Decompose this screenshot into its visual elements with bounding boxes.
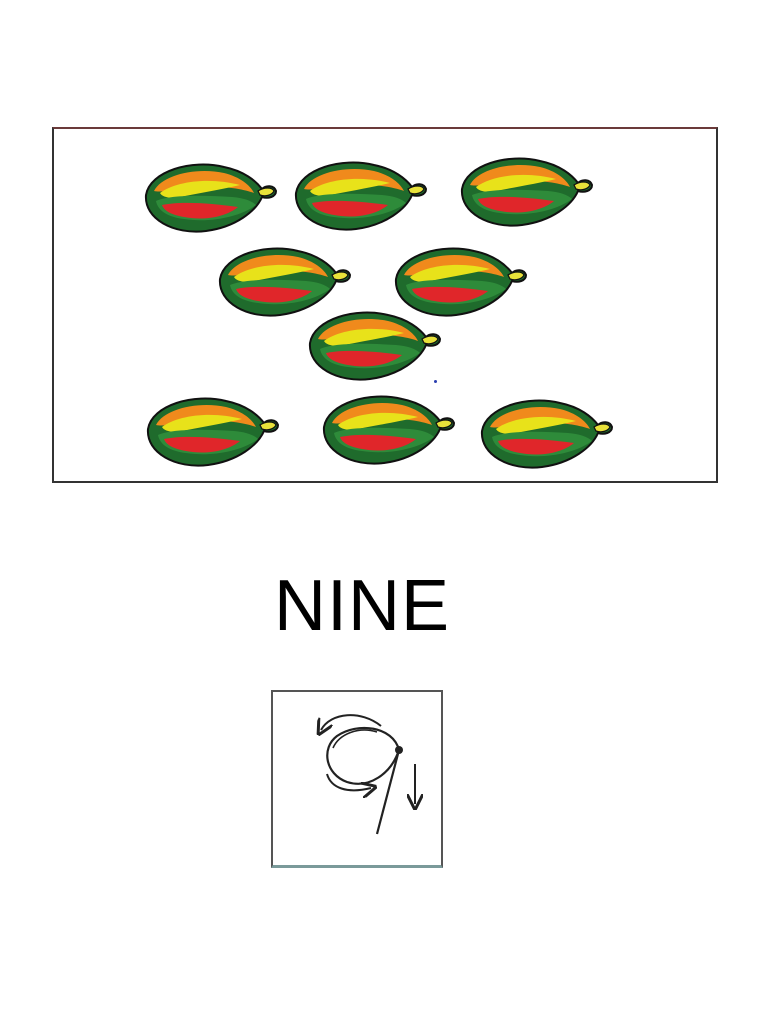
papaya-icon (318, 383, 458, 469)
tracing-arrow-icon (321, 714, 382, 730)
stray-dot (434, 380, 437, 383)
nine-stem-stroke (375, 749, 401, 835)
number-word: NINE (273, 566, 451, 646)
numeral-tracing-box (271, 690, 443, 868)
papaya-icon (476, 387, 616, 473)
start-dot (395, 746, 403, 754)
papaya-icon (290, 149, 430, 235)
tracing-arrow-icon (326, 773, 371, 790)
papaya-icon (304, 299, 444, 385)
fruit-panel (52, 127, 718, 483)
nine-loop-stroke (326, 726, 401, 785)
papaya-icon (390, 235, 530, 321)
papaya-icon (142, 385, 282, 471)
papaya-icon (456, 145, 596, 231)
papaya-icon (214, 235, 354, 321)
papaya-icon (140, 151, 280, 237)
numeral-nine-tracing-icon (273, 714, 441, 835)
